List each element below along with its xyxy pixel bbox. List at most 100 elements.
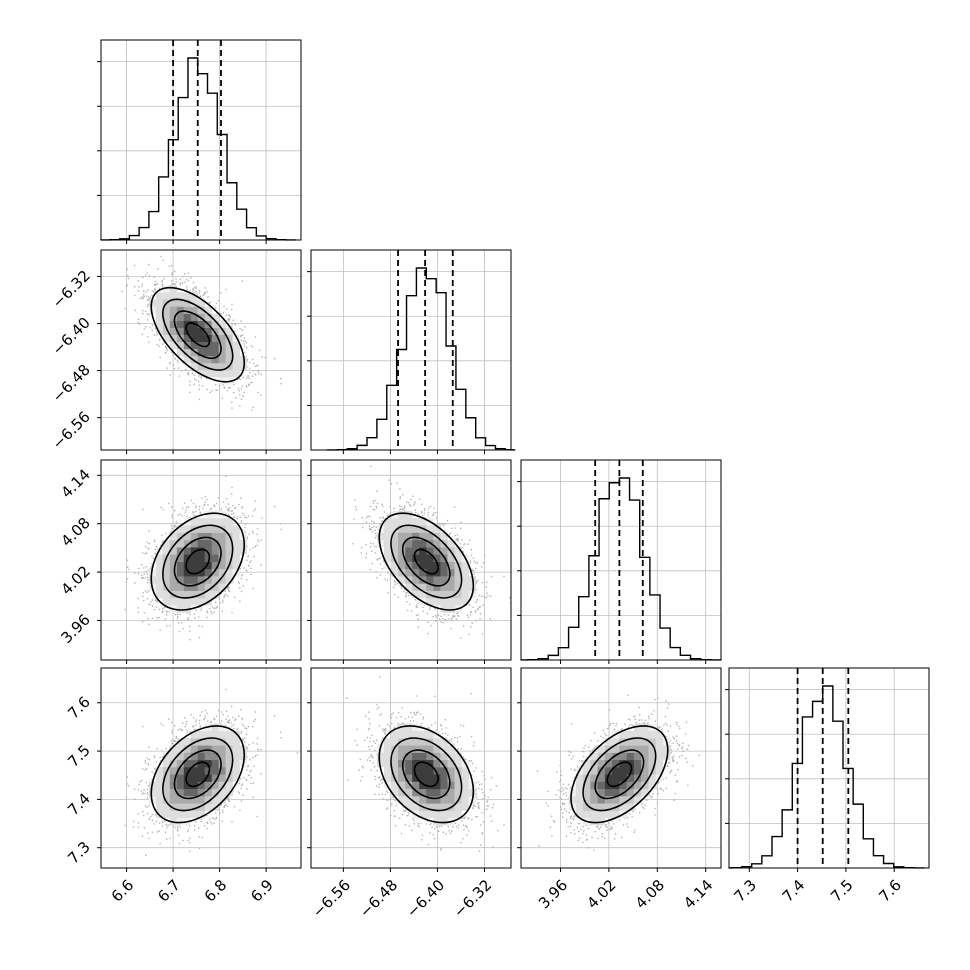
density-cell <box>454 759 462 768</box>
panel-content <box>101 250 301 450</box>
density-cell <box>597 781 606 790</box>
density-cell <box>204 362 212 371</box>
density-cell <box>426 781 434 790</box>
density-cell <box>419 561 427 570</box>
panel-p2-p3 <box>517 667 722 872</box>
density-cell <box>419 554 427 562</box>
contour-level-2 <box>390 737 463 812</box>
xtick-label-p3: 7.6 <box>875 876 905 906</box>
density-cell <box>218 788 226 797</box>
density-cell <box>162 788 171 797</box>
contour-level-2 <box>390 524 463 599</box>
density-cell <box>440 532 448 541</box>
density-cell <box>419 590 427 599</box>
density-cell <box>398 539 406 548</box>
density-cell <box>383 532 392 541</box>
density-cell <box>398 774 406 782</box>
density-cell <box>454 752 462 761</box>
density-cell <box>405 518 413 526</box>
density-cell <box>204 510 212 519</box>
density-cell <box>433 767 441 775</box>
density-cell <box>412 781 420 790</box>
density-cell <box>626 803 635 811</box>
density-cell <box>204 803 212 811</box>
xtick-label-p2: 4.08 <box>632 876 668 912</box>
density-cell <box>176 568 185 577</box>
density-cell <box>204 583 212 591</box>
density-cell <box>169 327 178 336</box>
density-cell <box>655 730 664 739</box>
density-cell <box>169 745 178 753</box>
density-cell <box>454 576 462 584</box>
density-cell <box>383 767 392 775</box>
density-cell <box>412 532 420 541</box>
density-cell <box>176 781 185 790</box>
density-cell <box>426 788 434 797</box>
density-cell <box>190 532 199 541</box>
density-cell <box>626 774 635 782</box>
density-cell <box>426 803 434 811</box>
density-cell <box>633 796 642 804</box>
density-cell <box>190 568 199 577</box>
density-cell <box>426 547 434 555</box>
density-cell <box>447 788 455 797</box>
density-cell <box>454 583 462 591</box>
density-cell <box>211 320 219 328</box>
density-cell <box>232 539 240 548</box>
density-cell <box>447 759 455 768</box>
density-cell <box>169 796 178 804</box>
density-cell <box>211 590 219 599</box>
density-cell <box>197 539 206 548</box>
density-cell <box>204 745 212 753</box>
panel-content <box>311 460 511 660</box>
ytick-label-p3: 7.3 <box>64 838 94 868</box>
density-cell <box>183 576 192 584</box>
density-cell <box>568 796 577 804</box>
density-cell <box>190 590 199 599</box>
density-cell <box>597 745 606 753</box>
density-cell <box>412 803 420 811</box>
density-cell <box>218 377 226 385</box>
density-cell <box>440 568 448 577</box>
density-cell <box>190 341 199 350</box>
density-cell <box>412 796 420 804</box>
density-cell <box>197 327 206 336</box>
density-cell <box>197 532 206 541</box>
density-cell <box>641 730 649 739</box>
density-cell <box>633 723 642 732</box>
density-cell <box>183 313 192 321</box>
density-cell <box>405 568 413 577</box>
density-cell <box>155 306 164 314</box>
density-cell <box>583 759 591 768</box>
density-cell <box>162 781 171 790</box>
density-cell <box>197 313 206 321</box>
hist-background <box>101 40 301 240</box>
density-cell <box>597 759 606 768</box>
density-cell <box>426 576 434 584</box>
panel-p0-p3 <box>97 667 302 872</box>
density-cell <box>440 774 448 782</box>
density-cell <box>176 547 185 555</box>
density-cell <box>197 738 206 746</box>
density-cell <box>190 576 199 584</box>
contour-level-1 <box>173 310 222 360</box>
density-cell <box>225 730 233 739</box>
density-cell <box>190 362 199 371</box>
panel-frame <box>100 459 302 661</box>
density-cell <box>190 597 199 606</box>
density-cell <box>211 576 219 584</box>
density-cell <box>391 518 399 526</box>
density-cell <box>162 759 171 768</box>
hist-background <box>521 460 721 660</box>
contour-level-1 <box>173 536 222 587</box>
density-cell <box>447 576 455 584</box>
density-cell <box>183 525 192 533</box>
density-cell <box>433 590 441 599</box>
density-cell <box>204 738 212 746</box>
density-cell <box>169 576 178 584</box>
density-cell <box>232 525 240 533</box>
density-cell <box>405 554 413 562</box>
density-cell <box>440 759 448 768</box>
density-cell <box>197 796 206 804</box>
density-cell <box>447 561 455 570</box>
